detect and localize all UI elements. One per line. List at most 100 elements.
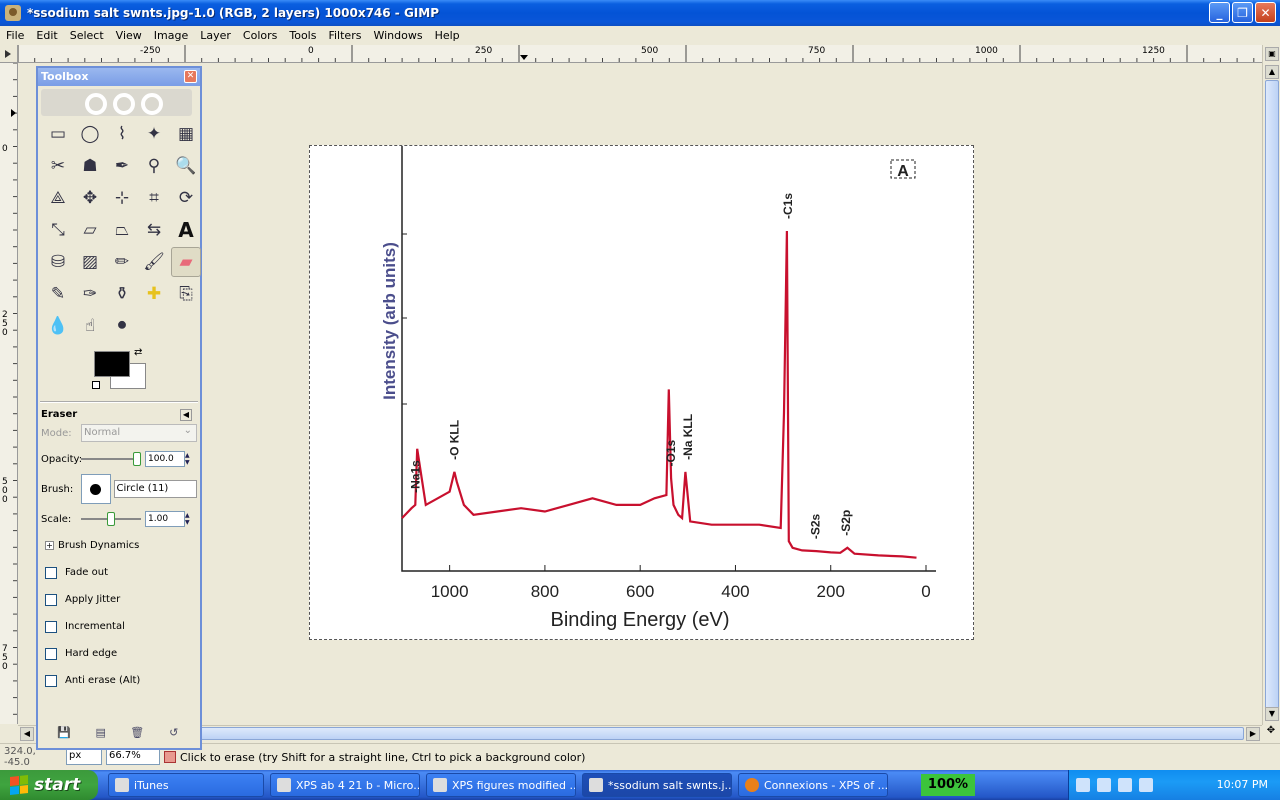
menu-tools[interactable]: Tools (289, 29, 317, 42)
free-select-tool-icon[interactable]: ⌇ (117, 124, 127, 144)
paths-tool-icon[interactable]: ✒ (114, 156, 130, 176)
nav-zoom-icon[interactable]: ▣ (1265, 47, 1279, 61)
default-colors-icon[interactable] (92, 381, 100, 389)
minimize-button[interactable]: _ (1209, 2, 1230, 23)
menu-view[interactable]: View (115, 29, 142, 42)
zoom-tool-icon[interactable]: 🔍 (175, 156, 197, 176)
taskbar-item-gimp[interactable]: *ssodium salt swnts.j... (582, 773, 732, 797)
taskbar-item-firefox[interactable]: Connexions - XPS of ... (738, 773, 888, 797)
scroll-right-icon[interactable]: ▶ (1246, 727, 1260, 741)
taskbar-item-word-doc[interactable]: XPS ab 4 21 b - Micro... (270, 773, 420, 797)
wilber-drop-area[interactable] (41, 89, 192, 116)
mode-select[interactable]: Normal (81, 423, 197, 442)
heal-tool-icon[interactable]: ✚ (146, 284, 162, 304)
shear-tool-icon[interactable]: ▱ (83, 220, 97, 240)
hard-edge-checkbox[interactable] (45, 647, 57, 660)
text-tool-icon[interactable]: A (178, 218, 194, 242)
taskbar-item-xps-figures[interactable]: XPS figures modified ... (426, 773, 576, 797)
menu-windows[interactable]: Windows (373, 29, 423, 42)
battery-meter[interactable]: 100% (921, 774, 975, 796)
fade-out-option[interactable]: Fade out (38, 559, 200, 586)
quick-mask-toggle[interactable] (0, 45, 18, 63)
apply-jitter-checkbox[interactable] (45, 593, 57, 606)
align-tool-icon[interactable]: ⊹ (114, 188, 130, 208)
move-tool-icon[interactable]: ✥ (82, 188, 98, 208)
start-button[interactable]: start (0, 770, 98, 800)
menu-image[interactable]: Image (153, 29, 189, 42)
reset-options-icon[interactable]: ↺ (169, 726, 179, 739)
horizontal-ruler[interactable]: -250 0 250 500 750 1000 1250 (18, 45, 1262, 63)
fuzzy-select-tool-icon[interactable]: ✦ (146, 124, 162, 144)
scissors-tool-icon[interactable]: ✂ (50, 156, 66, 176)
blend-tool-icon[interactable]: ▨ (81, 252, 99, 272)
power-plug-icon[interactable] (1076, 778, 1090, 792)
menu-help[interactable]: Help (434, 29, 460, 42)
unit-select[interactable]: px (66, 749, 102, 765)
save-options-icon[interactable]: 💾 (57, 726, 72, 739)
close-button[interactable]: ✕ (1255, 2, 1276, 23)
swap-colors-icon[interactable]: ⇄ (134, 347, 143, 358)
tray-arrow-icon[interactable] (1097, 778, 1111, 792)
vertical-scroll-thumb[interactable] (1265, 80, 1279, 710)
navigate-icon[interactable]: ✥ (1262, 725, 1280, 741)
opacity-slider-knob[interactable] (133, 452, 141, 466)
foreground-color-swatch[interactable] (94, 351, 130, 377)
eraser-tool-icon[interactable]: ▰ (171, 247, 201, 277)
brush-preview-button[interactable] (80, 474, 111, 504)
network-icon[interactable] (1118, 778, 1132, 792)
scale-slider-knob[interactable] (107, 512, 115, 526)
ink-tool-icon[interactable]: ✑ (82, 284, 98, 304)
vertical-ruler[interactable]: 0 250 500 750 (0, 63, 18, 724)
bucket-fill-tool-icon[interactable]: ⛁ (50, 252, 66, 272)
scroll-left-icon[interactable]: ◀ (20, 727, 34, 741)
ellipse-select-tool-icon[interactable]: ◯ (80, 124, 100, 144)
rotate-tool-icon[interactable]: ⟳ (178, 188, 194, 208)
zoom-select[interactable]: 66.7% (106, 749, 160, 765)
toolbox-close-icon[interactable]: ✕ (184, 70, 197, 83)
taskbar-item-itunes[interactable]: iTunes (108, 773, 264, 797)
flip-tool-icon[interactable]: ⇆ (146, 220, 162, 240)
menu-file[interactable]: File (6, 29, 25, 42)
opacity-slider[interactable] (81, 452, 141, 466)
pencil-tool-icon[interactable]: ✏ (114, 252, 130, 272)
measure-tool-icon[interactable]: ⟁ (50, 188, 66, 208)
crop-tool-icon[interactable]: ⌗ (149, 188, 159, 208)
incremental-option[interactable]: Incremental (38, 613, 200, 640)
scale-tool-icon[interactable]: ⤡ (51, 220, 65, 240)
perspective-clone-tool-icon[interactable]: ⎘ (179, 284, 193, 304)
anti-erase-option[interactable]: Anti erase (Alt) (38, 667, 200, 694)
menu-select[interactable]: Select (69, 29, 104, 42)
expand-plus-icon[interactable]: + (45, 541, 54, 550)
clone-tool-icon[interactable]: ⚱ (114, 284, 130, 304)
select-by-color-tool-icon[interactable]: ▦ (177, 124, 195, 144)
horizontal-scrollbar[interactable]: ◀ ▶ (18, 725, 1262, 741)
opacity-input[interactable]: 100.0 (145, 451, 185, 467)
window-titlebar[interactable]: *ssodium salt swnts.jpg-1.0 (RGB, 2 laye… (0, 0, 1280, 26)
scroll-up-icon[interactable]: ▲ (1265, 65, 1279, 79)
smudge-tool-icon[interactable]: ☝ (84, 316, 96, 336)
scale-input[interactable]: 1.00 (145, 511, 185, 527)
tray-app-icon[interactable] (1139, 778, 1153, 792)
scale-spin-icon[interactable]: ▲ ▼ (185, 512, 190, 526)
anti-erase-checkbox[interactable] (45, 674, 57, 687)
vertical-scrollbar[interactable]: ▣ ▲ ▼ (1262, 45, 1280, 725)
image-canvas[interactable]: 1000 800 600 400 200 0 -Na1s -O KLL -O1s -Na KLL… (309, 145, 974, 640)
blur-sharpen-tool-icon[interactable]: 💧 (47, 316, 69, 336)
brush-dynamics-expander[interactable]: + Brush Dynamics (38, 532, 200, 559)
scroll-down-icon[interactable]: ▼ (1265, 707, 1279, 721)
fade-out-checkbox[interactable] (45, 566, 57, 579)
apply-jitter-option[interactable]: Apply Jitter (38, 586, 200, 613)
menu-layer[interactable]: Layer (200, 29, 231, 42)
foreground-select-tool-icon[interactable]: ☗ (82, 156, 98, 176)
color-picker-tool-icon[interactable]: ⚲ (147, 156, 161, 176)
maximize-button[interactable]: ❐ (1232, 2, 1253, 23)
toolbox-title[interactable]: Toolbox ✕ (38, 68, 200, 86)
horizontal-scroll-thumb[interactable] (36, 727, 1244, 740)
restore-options-icon[interactable]: ▤ (95, 726, 106, 739)
dodge-burn-tool-icon[interactable]: ⚫ (114, 316, 130, 336)
incremental-checkbox[interactable] (45, 620, 57, 633)
rect-select-tool-icon[interactable]: ▭ (49, 124, 67, 144)
menu-colors[interactable]: Colors (242, 29, 278, 42)
perspective-tool-icon[interactable]: ⏢ (115, 220, 129, 240)
tool-options-menu-icon[interactable]: ◀ (180, 409, 192, 421)
